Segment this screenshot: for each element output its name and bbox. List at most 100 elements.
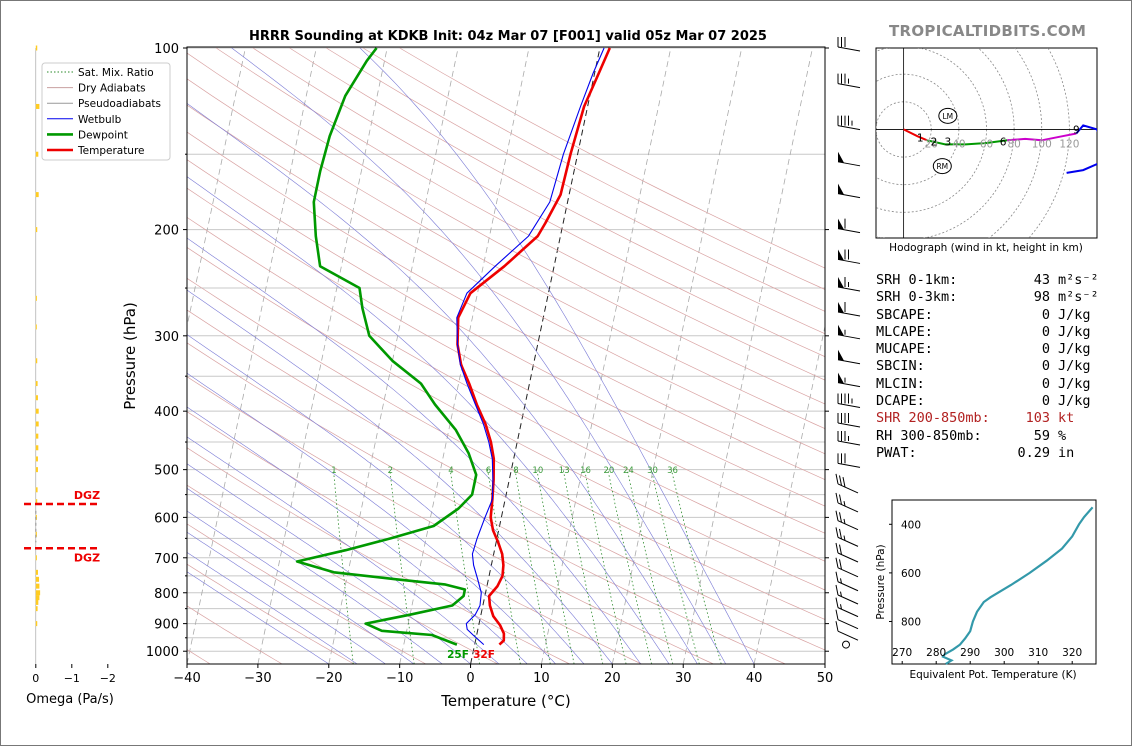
omega-xlabel: Omega (Pa/s): [26, 692, 114, 707]
param-row: SBCIN: 0 J/kg: [876, 358, 1106, 375]
moist-adiabat: [187, 571, 329, 664]
moist-adiabat: [359, 47, 755, 664]
hodograph-trace: [1066, 124, 1097, 174]
barb-full: [835, 527, 839, 538]
omega-bar: [35, 421, 39, 427]
x-tick-label: 30: [675, 671, 692, 686]
dry-adiabat: [187, 131, 825, 480]
calm-circle: [842, 640, 850, 649]
legend-label: Pseudoadiabats: [78, 98, 161, 110]
dry-adiabat: [187, 187, 825, 534]
x-tick-label: 10: [533, 671, 550, 686]
mixing-ratio-line: [626, 469, 674, 664]
mixing-ratio-label: 36: [667, 466, 678, 476]
hodograph-trace: [1007, 132, 1077, 142]
theta-e-x-tick-label: 320: [1062, 647, 1082, 659]
barb-full: [839, 544, 842, 555]
mixing-ratio-line: [389, 469, 415, 664]
barb-staff: [837, 382, 861, 388]
moist-adiabat: [187, 463, 471, 664]
param-value: 0: [1041, 358, 1050, 375]
barb-flag: [838, 249, 844, 261]
mixing-ratio-label: 1: [331, 466, 336, 476]
hodograph: [876, 48, 1097, 238]
hodograph-ring-label: 20: [925, 138, 938, 150]
wind-barb: [837, 349, 861, 365]
wind-barb: [837, 183, 861, 199]
omega-bar: [35, 595, 40, 601]
param-label: SRH 0-3km:: [876, 289, 958, 306]
mixing-ratio-label: 24: [623, 466, 634, 476]
series-dewpoint: [295, 47, 478, 646]
param-label: MLCAPE:: [876, 323, 933, 340]
barb-half: [840, 604, 842, 610]
moist-adiabat: [187, 289, 613, 664]
theta-e-x-tick-label: 300: [994, 647, 1014, 659]
wind-barb: [835, 510, 859, 531]
parameters-table: SRH 0-1km: 43 m²s⁻² SRH 0-3km: 98 m²s⁻² SBCAPE…: [876, 272, 1106, 462]
dry-adiabat: [187, 246, 825, 591]
param-unit: J/kg: [1058, 323, 1091, 340]
theta-e-y-tick-label: 400: [901, 519, 921, 531]
theta-e-y-tick-label: 800: [901, 616, 921, 628]
skewt-title: HRRR Sounding at KDKB Init: 04z Mar 07 […: [249, 29, 767, 44]
mixing-ratio-label: 4: [448, 466, 453, 476]
param-unit: m²s⁻²: [1058, 272, 1099, 288]
mixing-ratio-label: 10: [532, 466, 543, 476]
legend-box: [41, 62, 171, 161]
omega-bar: [35, 227, 38, 233]
omega-bar: [35, 381, 38, 387]
omega-tick-label: −2: [100, 672, 116, 685]
wind-barb: [837, 393, 861, 409]
hodograph-ring-label: 60: [980, 138, 993, 150]
mixing-ratio-label: 20: [604, 466, 615, 476]
omega-tick-label: −1: [64, 672, 80, 685]
barb-flag: [838, 324, 844, 336]
mixing-ratio-label: 8: [513, 466, 518, 476]
storm-motion-marker: [938, 107, 958, 124]
mixing-ratio-label: 2: [388, 466, 393, 476]
barb-full: [835, 571, 839, 582]
param-value: 0: [1041, 323, 1050, 340]
skewt-xlabel: Temperature (°C): [440, 692, 570, 710]
storm-motion-label: LM: [942, 112, 953, 121]
series-temperature: [456, 47, 611, 646]
omega-panel: DGZ DGZ 0 −1 −2: [24, 45, 116, 685]
barb-full: [835, 609, 839, 620]
omega-bar: [35, 151, 39, 157]
barb-flag: [838, 151, 844, 163]
barb-full: [839, 559, 842, 570]
param-value: 98: [1033, 289, 1050, 306]
skewt-background-lines: [187, 47, 825, 664]
barb-staff: [837, 440, 861, 446]
barb-full: [835, 473, 839, 484]
barb-full: [835, 584, 839, 596]
theta-e-ylabel: Pressure (hPa): [875, 544, 887, 619]
skewt-series: [295, 47, 611, 646]
param-unit: J/kg: [1058, 341, 1091, 358]
omega-bar: [35, 408, 39, 414]
theta-e-x-tick-label: 270: [892, 647, 912, 659]
barb-staff: [837, 359, 861, 365]
param-row: RH 300-850mb: 59%: [876, 428, 1106, 445]
param-label: SBCAPE:: [876, 306, 933, 323]
omega-bar: [35, 487, 38, 493]
x-tick-label: −20: [315, 671, 342, 686]
legend-label: Sat. Mix. Ratio: [78, 67, 154, 79]
dry-adiabat: [187, 484, 498, 664]
param-unit: J/kg: [1058, 306, 1091, 323]
wind-barb: [835, 527, 859, 547]
theta-e-x-tick-label: 290: [960, 647, 980, 659]
barb-full: [835, 597, 839, 608]
barb-half: [840, 578, 842, 584]
dry-adiabat: [187, 563, 355, 664]
param-row: SRH 0-1km: 43 m²s⁻²: [876, 272, 1106, 289]
wind-barb: [837, 412, 861, 428]
omega-bar: [35, 445, 39, 451]
param-unit: %: [1058, 427, 1067, 444]
barb-flag: [838, 372, 844, 384]
barb-half: [843, 518, 846, 525]
hodograph-labels: 20 40 60 80 100 120 LM RM 1 2 3 6 9: [917, 107, 1080, 175]
isotherm--40: [187, 47, 317, 664]
